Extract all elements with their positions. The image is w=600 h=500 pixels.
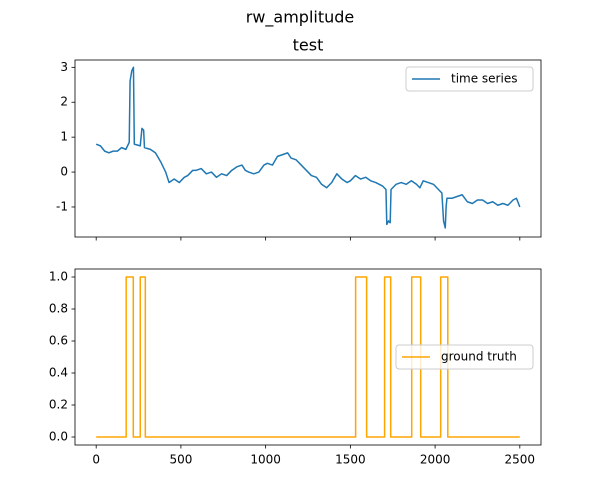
y-tick-label: 0.6 bbox=[49, 334, 68, 348]
y-tick-label: 0 bbox=[60, 165, 68, 179]
y-tick-label: -1 bbox=[56, 199, 68, 213]
figure-title: rw_amplitude bbox=[246, 8, 355, 28]
y-tick-label: 0.0 bbox=[49, 430, 68, 444]
x-tick-label: 2500 bbox=[505, 453, 536, 467]
legend-box bbox=[395, 344, 534, 370]
x-tick-label: 2000 bbox=[420, 453, 451, 467]
y-tick-label: 0.4 bbox=[49, 366, 68, 380]
y-tick-label: 3 bbox=[60, 60, 68, 74]
y-tick-label: 1.0 bbox=[49, 270, 68, 284]
x-tick-label: 500 bbox=[169, 453, 192, 467]
y-tick-label: 2 bbox=[60, 95, 68, 109]
axes-frame bbox=[74, 59, 542, 238]
y-tick-label: 1 bbox=[60, 130, 68, 144]
axes-frame bbox=[74, 268, 542, 446]
axes-title: test bbox=[293, 36, 324, 55]
x-tick-label: 1500 bbox=[335, 453, 366, 467]
legend-label: ground truth bbox=[441, 350, 517, 364]
series-line bbox=[96, 276, 520, 438]
series-line bbox=[95, 66, 521, 229]
y-tick-label: 0.2 bbox=[49, 398, 68, 412]
y-tick-label: 0.8 bbox=[49, 302, 68, 316]
x-tick-label: 0 bbox=[92, 453, 100, 467]
legend-box bbox=[405, 66, 534, 92]
legend-label: time series bbox=[451, 72, 517, 86]
x-tick-label: 1000 bbox=[250, 453, 281, 467]
